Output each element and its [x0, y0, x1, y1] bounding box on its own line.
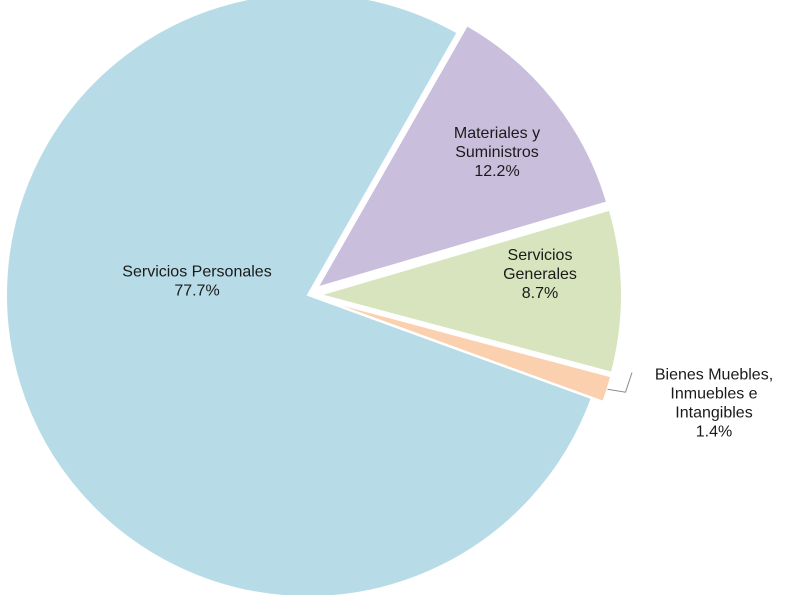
slice-value-label: 77.7%: [174, 283, 219, 300]
pie-slices: [5, 0, 623, 595]
slice-label-2: Materiales y Suministros 12.2%: [454, 125, 540, 180]
slice-labels: Servicios Personales 77.7% Materiales y Sum…: [122, 125, 773, 441]
slice-label-1: Servicios Personales 77.7%: [122, 264, 271, 300]
slice-value-label: 1.4%: [696, 424, 732, 441]
slice-label-3: Servicios Generales 8.7%: [503, 247, 577, 302]
pie-slice-1: [5, 0, 594, 595]
slice-name-label: Suministros: [455, 144, 539, 161]
leader-line: [607, 372, 633, 393]
slice-name-label: Bienes Muebles,: [655, 367, 773, 384]
slice-value-label: 12.2%: [474, 163, 519, 180]
slice-name-label: Servicios: [508, 247, 573, 264]
pie-slice-4: [319, 297, 613, 404]
pie-slice-3: [316, 208, 623, 374]
slice-name-label: Generales: [503, 266, 577, 283]
slice-name-label: Materiales y: [454, 125, 540, 142]
slice-label-4: Bienes Muebles, Inmuebles e Intangibles 1.4…: [655, 367, 773, 441]
slice-value-label: 8.7%: [522, 285, 558, 302]
slice-name-label: Inmuebles e: [670, 386, 757, 403]
slice-name-label: Intangibles: [675, 405, 752, 422]
slice-name-label: Servicios Personales: [122, 264, 271, 281]
pie-slice-2: [315, 23, 609, 290]
